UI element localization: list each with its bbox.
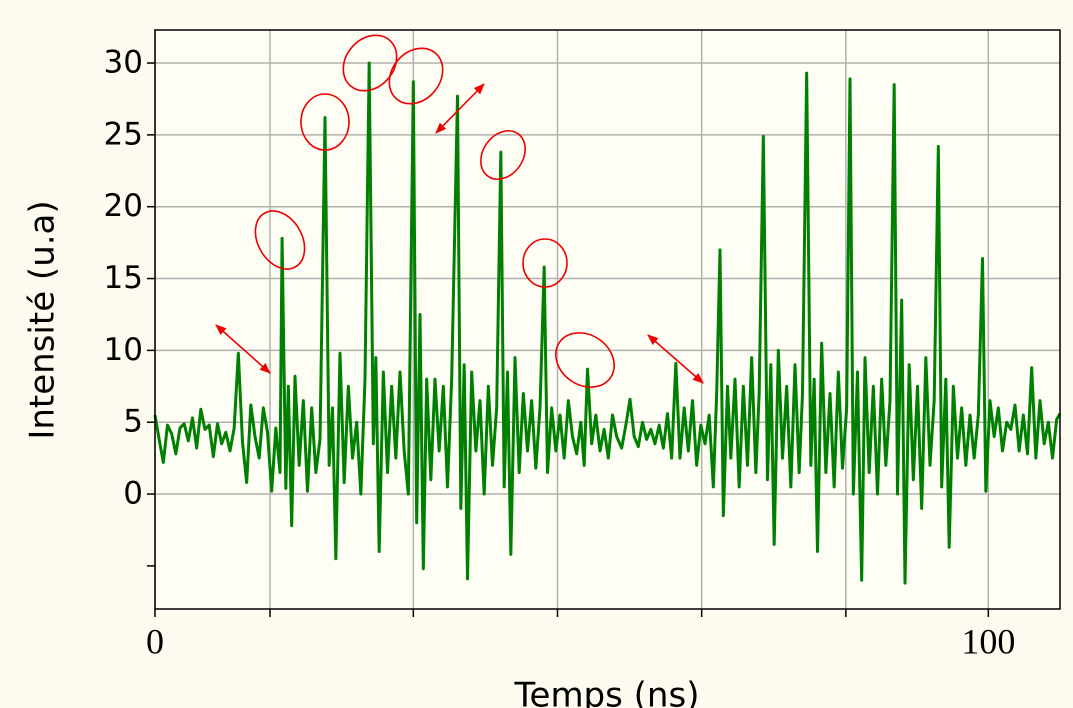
ellipse-annotation: [522, 238, 568, 288]
y-tick-label: 5: [123, 404, 143, 440]
x-tick-label: 0: [146, 621, 164, 661]
ellipse-annotation: [300, 93, 350, 151]
y-tick-label: 30: [104, 45, 143, 81]
arrow-annotation: [435, 83, 485, 134]
x-tick-label: 100: [961, 621, 1015, 661]
series: [153, 61, 1062, 585]
plot-frame: [154, 29, 1061, 610]
ellipse-annotation: [555, 332, 615, 388]
annotations: [215, 34, 704, 388]
y-tick-label: 10: [104, 332, 143, 368]
y-tick-label: 25: [104, 116, 143, 152]
ellipse-annotation: [480, 130, 526, 180]
ellipse-annotation: [388, 47, 444, 105]
ellipse-annotation: [342, 34, 398, 92]
ellipse-annotation: [254, 210, 306, 270]
y-tick-label: 20: [104, 188, 143, 224]
y-tick-label: 15: [104, 260, 143, 296]
y-tick-label: 0: [123, 476, 143, 512]
arrow-annotation: [647, 334, 704, 384]
arrow-annotation: [215, 324, 271, 374]
x-axis-label: Temps (ns): [514, 676, 700, 708]
y-axis-label: Intensité (u.a): [23, 200, 63, 439]
data-line: [153, 61, 1062, 585]
plot-area: [155, 30, 1060, 609]
